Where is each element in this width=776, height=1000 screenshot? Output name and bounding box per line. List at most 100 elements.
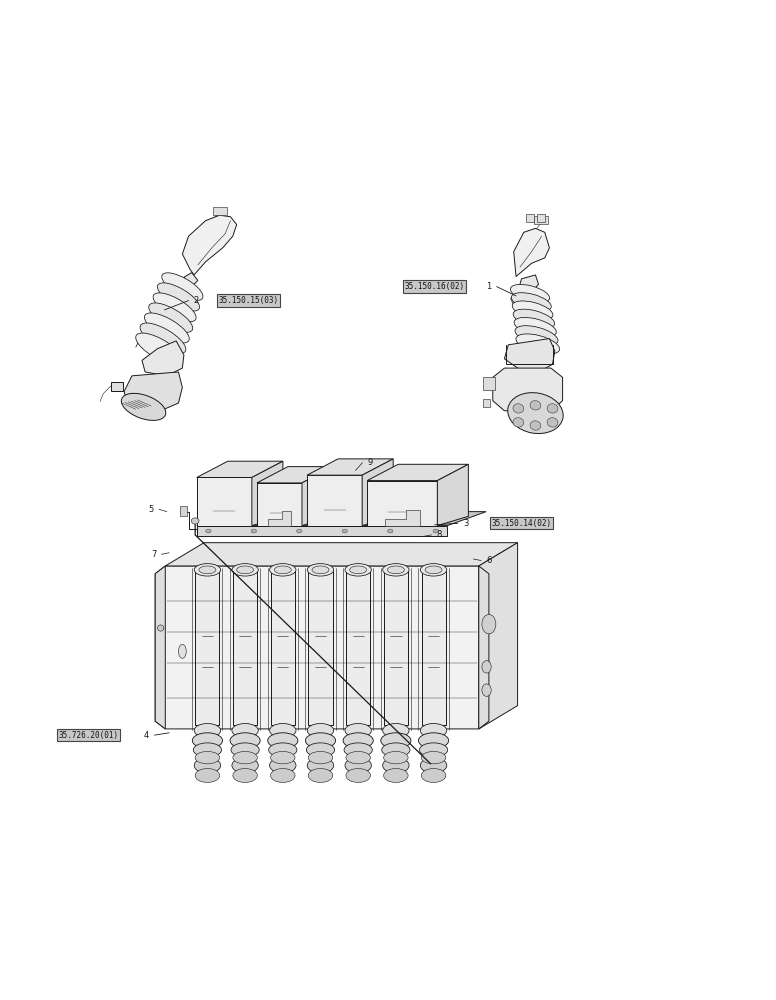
Ellipse shape (419, 743, 448, 757)
Polygon shape (307, 459, 393, 475)
Polygon shape (367, 464, 469, 481)
Ellipse shape (307, 758, 334, 773)
Ellipse shape (508, 393, 563, 434)
Ellipse shape (308, 768, 333, 782)
Polygon shape (196, 477, 252, 526)
Polygon shape (271, 571, 295, 725)
Ellipse shape (306, 733, 335, 748)
Ellipse shape (482, 661, 491, 673)
Ellipse shape (296, 529, 302, 533)
Polygon shape (421, 571, 445, 725)
Ellipse shape (268, 743, 297, 757)
Ellipse shape (307, 743, 334, 757)
Ellipse shape (530, 401, 541, 410)
Text: 35.150.14(02): 35.150.14(02) (491, 519, 552, 528)
Ellipse shape (513, 309, 555, 328)
Ellipse shape (344, 743, 372, 757)
Ellipse shape (269, 564, 296, 576)
Ellipse shape (195, 768, 220, 782)
Ellipse shape (206, 529, 211, 533)
Bar (483, 377, 495, 390)
Text: 35.726.20(01): 35.726.20(01) (58, 731, 119, 740)
Polygon shape (196, 461, 283, 477)
Polygon shape (268, 511, 291, 526)
Ellipse shape (194, 758, 220, 773)
Ellipse shape (482, 684, 491, 696)
Ellipse shape (232, 758, 258, 773)
Text: 3: 3 (463, 519, 468, 528)
Ellipse shape (178, 644, 186, 658)
Ellipse shape (251, 529, 257, 533)
Ellipse shape (343, 733, 373, 748)
Bar (213, 207, 227, 215)
Polygon shape (514, 228, 549, 277)
Text: 8: 8 (437, 530, 442, 539)
Ellipse shape (383, 768, 408, 782)
Polygon shape (385, 510, 420, 526)
Bar (483, 399, 490, 407)
Ellipse shape (271, 768, 295, 782)
Ellipse shape (383, 751, 408, 764)
Ellipse shape (421, 564, 447, 576)
Ellipse shape (421, 758, 447, 773)
Ellipse shape (421, 751, 445, 764)
Ellipse shape (312, 566, 329, 574)
Ellipse shape (271, 751, 295, 764)
Polygon shape (362, 459, 393, 526)
Polygon shape (493, 368, 563, 411)
Ellipse shape (237, 566, 254, 574)
Ellipse shape (269, 758, 296, 773)
Ellipse shape (387, 529, 393, 533)
Ellipse shape (232, 723, 258, 737)
Bar (537, 214, 545, 222)
Polygon shape (307, 475, 362, 526)
Ellipse shape (307, 723, 334, 737)
Text: 7: 7 (151, 550, 156, 559)
Ellipse shape (233, 768, 258, 782)
Polygon shape (252, 461, 283, 526)
Ellipse shape (383, 758, 409, 773)
Polygon shape (504, 339, 555, 370)
Polygon shape (302, 467, 333, 526)
Polygon shape (257, 467, 333, 483)
Ellipse shape (345, 564, 372, 576)
Polygon shape (182, 215, 237, 275)
Polygon shape (438, 464, 469, 526)
Ellipse shape (425, 566, 442, 574)
Ellipse shape (140, 323, 186, 354)
Ellipse shape (515, 326, 558, 346)
Ellipse shape (530, 421, 541, 430)
Bar (111, 382, 123, 391)
Ellipse shape (514, 317, 556, 337)
Ellipse shape (144, 313, 189, 343)
Ellipse shape (346, 751, 370, 764)
Ellipse shape (511, 284, 549, 303)
Ellipse shape (346, 768, 370, 782)
Text: 9: 9 (368, 458, 372, 467)
Bar (534, 216, 548, 224)
Polygon shape (124, 372, 182, 411)
Bar (179, 506, 188, 516)
Polygon shape (155, 566, 165, 729)
Ellipse shape (418, 733, 449, 748)
Text: 1: 1 (487, 282, 491, 291)
Ellipse shape (421, 768, 445, 782)
Polygon shape (257, 483, 302, 526)
Ellipse shape (513, 418, 524, 427)
Ellipse shape (193, 743, 222, 757)
Ellipse shape (345, 723, 372, 737)
Ellipse shape (421, 723, 447, 737)
Text: 2: 2 (194, 296, 199, 305)
Ellipse shape (232, 564, 258, 576)
Ellipse shape (199, 566, 216, 574)
Text: 35.150.15(03): 35.150.15(03) (218, 296, 279, 305)
Ellipse shape (516, 334, 559, 354)
Ellipse shape (195, 751, 220, 764)
Polygon shape (520, 275, 539, 292)
Ellipse shape (342, 529, 348, 533)
Text: 35.150.16(02): 35.150.16(02) (404, 282, 465, 291)
Polygon shape (155, 566, 489, 729)
Polygon shape (196, 571, 220, 725)
Polygon shape (184, 273, 198, 287)
Ellipse shape (275, 566, 291, 574)
